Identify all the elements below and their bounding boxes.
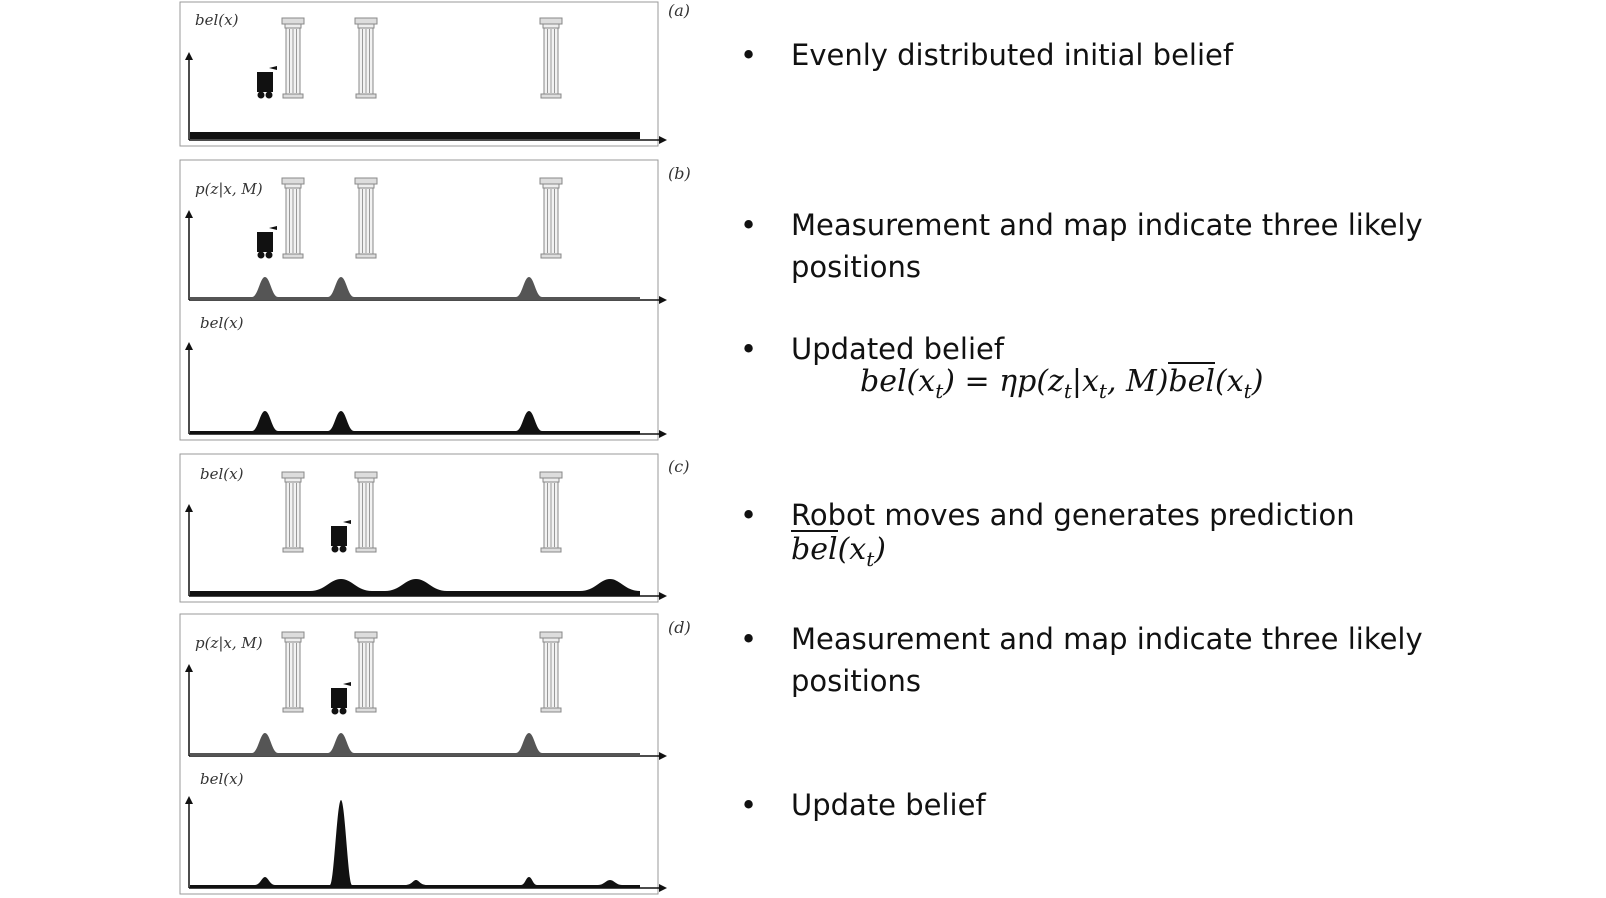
panel-a-letter: (a)	[668, 1, 690, 20]
panel-c-letter: (c)	[668, 457, 689, 476]
bullet-glyph: •	[740, 498, 758, 532]
panel-b: (b) p(z|x, M) bel(x)	[179, 159, 691, 441]
bullet-text: Measurement and map indicate three likel…	[791, 622, 1423, 698]
panel-b-ylabel-belief: bel(x)	[200, 314, 244, 332]
prediction-formula: bel(xt)	[791, 530, 886, 571]
bullet-list: • Evenly distributed initial belief • Me…	[740, 0, 1580, 898]
update-formula: bel(xt) = ηp(zt|xt, M)bel(xt)	[860, 362, 1264, 403]
panel-a: bel(x) (a)	[179, 1, 690, 147]
panel-d: (d) p(z|x, M) bel(x)	[179, 613, 691, 895]
bullet-glyph: •	[740, 788, 758, 822]
bullet-glyph: •	[740, 332, 758, 366]
panel-b-ylabel-measurement: p(z|x, M)	[195, 180, 263, 198]
panel-d-letter: (d)	[668, 618, 691, 637]
panel-c-ylabel: bel(x)	[200, 465, 244, 483]
bullet-glyph: •	[740, 622, 758, 656]
updated-belief-curve	[190, 411, 640, 434]
measurement-likelihood-curve	[190, 277, 640, 300]
measurement-likelihood-curve	[190, 733, 640, 756]
panel-d-ylabel-measurement: p(z|x, M)	[195, 634, 263, 652]
predicted-belief-curve	[190, 579, 640, 596]
panel-b-letter: (b)	[668, 164, 691, 183]
panel-a-ylabel: bel(x)	[195, 11, 239, 29]
bullet-glyph: •	[740, 208, 758, 242]
bullet-glyph: •	[740, 38, 758, 72]
bullet-text: Evenly distributed initial belief	[791, 38, 1234, 72]
markov-localization-figure: bel(x) (a) (b) p(z|x, M) bel(x) (c)	[179, 1, 691, 895]
bullet-text: Measurement and map indicate three likel…	[791, 208, 1423, 284]
bullet-text: Updated belief	[791, 332, 1005, 366]
uniform-belief	[190, 132, 640, 139]
panel-c: (c) bel(x)	[179, 453, 689, 603]
panel-d-ylabel-belief: bel(x)	[200, 770, 244, 788]
bullet-text: Robot moves and generates prediction	[791, 498, 1355, 532]
bullet-text: Update belief	[791, 788, 986, 822]
